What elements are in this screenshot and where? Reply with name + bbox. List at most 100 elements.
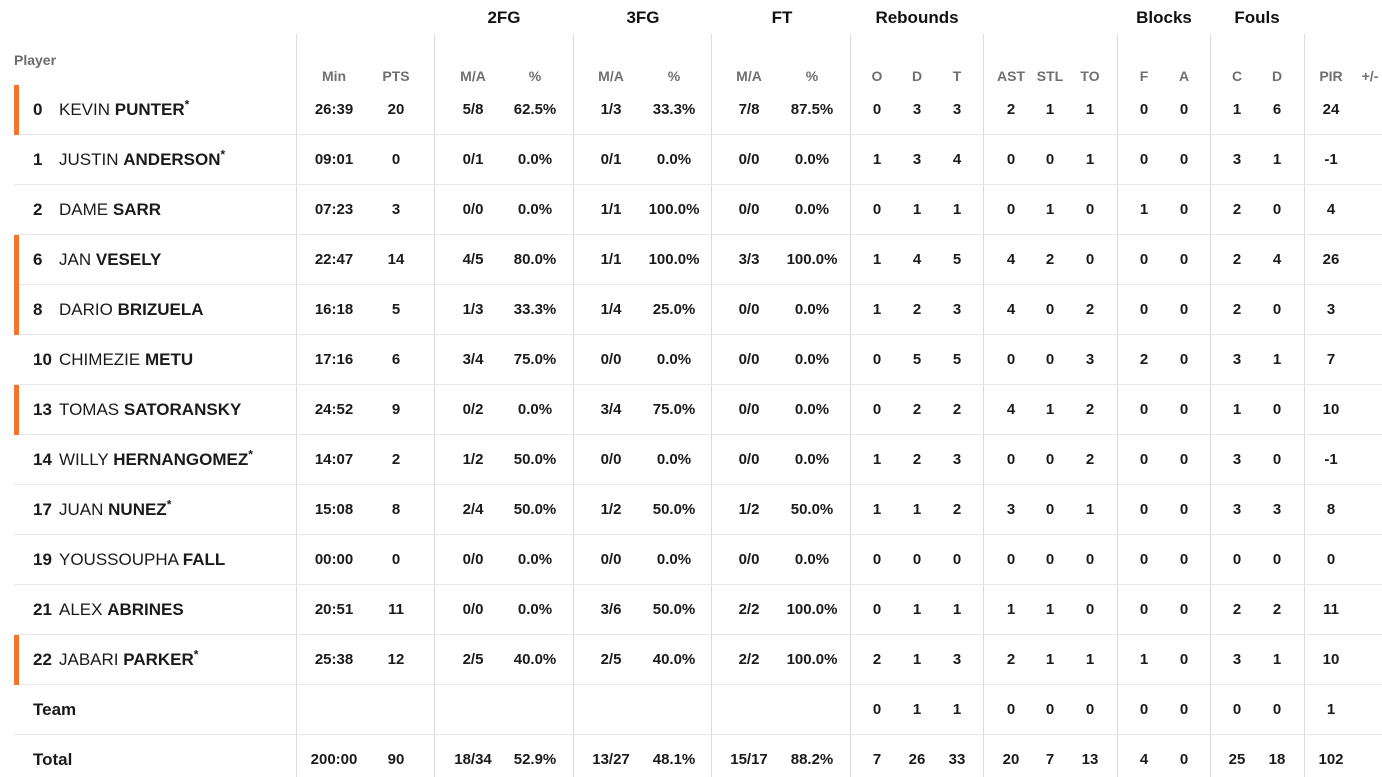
stat-cell-stl-12: 7 [1045,751,1055,768]
starter-indicator [14,635,19,685]
stat-cell-m-a-4: 3/6 [600,601,622,618]
stat-cell-d-9: 2 [912,451,922,468]
column-header-m-a-4[interactable]: M/A [598,68,624,84]
stat-cell-ast-11: 4 [1006,251,1016,268]
stat-cell-pir-18: -1 [1324,451,1338,468]
column-header-o-8[interactable]: O [871,68,883,84]
column-header-d-9[interactable]: D [911,68,923,84]
stat-cell-col-5: 75.0% [652,401,696,418]
stat-cell-a-15: 0 [1179,701,1189,718]
column-header-col-7[interactable]: % [805,68,819,84]
stat-cell-m-a-6: 0/0 [738,551,760,568]
starter-asterisk: * [166,497,172,512]
player-name-link[interactable]: 13 TOMAS SATORANSKY [33,385,241,435]
stat-cell-m-a-6: 15/17 [730,751,768,768]
column-header-t-10[interactable]: T [952,68,962,84]
player-number: 22 [33,650,52,669]
player-name-link[interactable]: 10 CHIMEZIE METU [33,335,193,385]
column-header-c-16[interactable]: C [1231,68,1243,84]
player-row[interactable]: 14 WILLY HERNANGOMEZ* 14:07 2 1/2 50.0% 0/0 0.0… [14,435,1382,485]
player-first-name: JUAN [59,500,104,519]
column-header-pir-18[interactable]: PIR [1319,68,1343,84]
stat-cell-d-9: 1 [912,651,922,668]
stat-cell-d-17: 18 [1268,751,1286,768]
column-header-f-14[interactable]: F [1139,68,1149,84]
stat-cell-a-15: 0 [1179,601,1189,618]
stat-cell-o-8: 1 [872,451,882,468]
stat-cell-pts-1: 9 [391,401,401,418]
player-row[interactable]: 1 JUSTIN ANDERSON* 09:01 0 0/1 0.0% 0/1 0.0% 0/0… [14,135,1382,185]
stat-cell-col-5: 100.0% [648,201,700,218]
player-name-link[interactable]: 19 YOUSSOUPHA FALL [33,535,225,585]
starter-indicator [14,235,19,285]
stat-cell-to-13: 1 [1085,151,1095,168]
stat-cell-pts-1: 2 [391,451,401,468]
player-column-header: Player [14,52,57,68]
column-header-to-13[interactable]: TO [1080,68,1100,84]
player-name-link[interactable]: 1 JUSTIN ANDERSON* [33,135,225,185]
stat-cell-c-16: 2 [1232,251,1242,268]
column-header-col-3[interactable]: % [528,68,542,84]
starter-asterisk: * [193,647,199,662]
player-name-link[interactable]: 0 KEVIN PUNTER* [33,85,189,135]
stat-cell-col-5: 50.0% [652,601,696,618]
column-header-col-19[interactable]: +/- [1361,68,1379,84]
stat-cell-d-17: 0 [1272,551,1282,568]
column-header-ast-11[interactable]: AST [997,68,1025,84]
stat-cell-ast-11: 0 [1006,201,1016,218]
column-header-m-a-6[interactable]: M/A [736,68,762,84]
column-header-m-a-2[interactable]: M/A [460,68,486,84]
column-header-d-17[interactable]: D [1271,68,1283,84]
player-row[interactable]: 6 JAN VESELY 22:47 14 4/5 80.0% 1/1 100.0% 3/3 10… [14,235,1382,285]
player-name-link[interactable]: 6 JAN VESELY [33,235,161,285]
player-name-link[interactable]: 8 DARIO BRIZUELA [33,285,204,335]
player-row[interactable]: 8 DARIO BRIZUELA 16:18 5 1/3 33.3% 1/4 25.0% 0/0… [14,285,1382,335]
player-name-link[interactable]: 2 DAME SARR [33,185,161,235]
stat-cell-col-7: 0.0% [794,301,830,318]
stat-cell-col-5: 50.0% [652,501,696,518]
stat-cell-a-15: 0 [1179,251,1189,268]
stat-cell-f-14: 0 [1139,101,1149,118]
player-row[interactable]: 10 CHIMEZIE METU 17:16 6 3/4 75.0% 0/0 0.0% 0/0 0… [14,335,1382,385]
stat-cell-d-9: 0 [912,551,922,568]
column-header-min-0[interactable]: Min [321,68,347,84]
stat-cell-o-8: 2 [872,651,882,668]
player-row[interactable]: 21 ALEX ABRINES 20:51 11 0/0 0.0% 3/6 50.0% 2/2 1… [14,585,1382,635]
stat-cell-d-9: 3 [912,101,922,118]
player-name-link[interactable]: 17 JUAN NUNEZ* [33,485,171,535]
column-header-a-15[interactable]: A [1178,68,1190,84]
player-name-link[interactable]: 21 ALEX ABRINES [33,585,184,635]
stat-cell-f-14: 0 [1139,701,1149,718]
stat-cell-ast-11: 0 [1006,551,1016,568]
stat-cell-o-8: 1 [872,251,882,268]
column-header-col-5[interactable]: % [667,68,681,84]
player-last-name: PARKER [123,650,194,669]
player-name-link[interactable]: 22 JABARI PARKER* [33,635,198,685]
stat-cell-m-a-4: 0/0 [600,451,622,468]
player-row[interactable]: 22 JABARI PARKER* 25:38 12 2/5 40.0% 2/5 40.0% 2… [14,635,1382,685]
player-row[interactable]: 0 KEVIN PUNTER* 26:39 20 5/8 62.5% 1/3 33.3% 7/8… [14,85,1382,135]
player-row[interactable]: 19 YOUSSOUPHA FALL 00:00 0 0/0 0.0% 0/0 0.0% 0/0… [14,535,1382,585]
stat-cell-m-a-4: 1/3 [600,101,622,118]
stat-cell-pir-18: 26 [1322,251,1340,268]
stat-cell-f-14: 0 [1139,551,1149,568]
stat-cell-d-17: 2 [1272,601,1282,618]
stat-cell-col-5: 0.0% [656,351,692,368]
column-header-pts-1[interactable]: PTS [382,68,410,84]
player-row[interactable]: 13 TOMAS SATORANSKY 24:52 9 0/2 0.0% 3/4 75.0% 0… [14,385,1382,435]
player-name-link[interactable]: 14 WILLY HERNANGOMEZ* [33,435,253,485]
player-row[interactable]: 17 JUAN NUNEZ* 15:08 8 2/4 50.0% 1/2 50.0% 1/2 50… [14,485,1382,535]
stat-cell-o-8: 1 [872,301,882,318]
stat-cell-o-8: 0 [872,401,882,418]
stat-cell-c-16: 0 [1232,701,1242,718]
player-row[interactable]: 2 DAME SARR 07:23 3 0/0 0.0% 1/1 100.0% 0/0 0.0% 0… [14,185,1382,235]
player-number: 8 [33,300,43,319]
stat-cell-o-8: 0 [872,101,882,118]
stat-cell-min-0: 26:39 [314,101,354,118]
player-number: 0 [33,100,43,119]
column-header-stl-12[interactable]: STL [1036,68,1064,84]
column-divider [983,34,984,777]
player-last-name: HERNANGOMEZ [113,450,249,469]
stat-cell-to-13: 3 [1085,351,1095,368]
player-first-name: CHIMEZIE [59,350,141,369]
